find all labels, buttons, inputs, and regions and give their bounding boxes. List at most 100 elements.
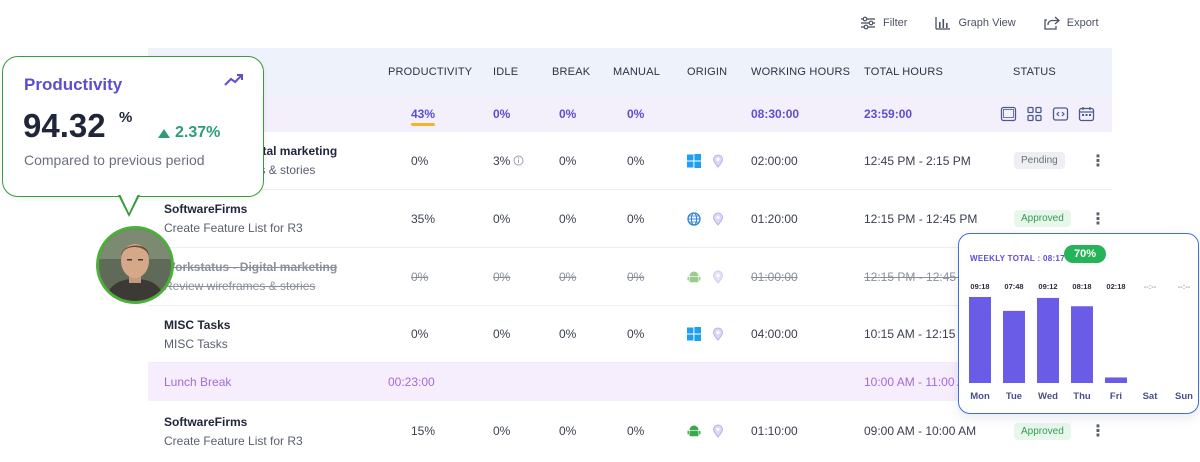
bar-value-label: 02:18 [1106,282,1125,291]
status-badge: Approved [1014,422,1071,440]
bar-fri [1105,377,1127,383]
location-pin-icon[interactable] [712,212,724,226]
productivity-value: 0% [411,153,429,168]
productivity-value: 15% [411,424,436,438]
info-icon[interactable] [513,155,524,166]
weekly-total-card: WEEKLY TOTAL : 08:17 70% 09:18 Mon 07:48 Tu… [958,233,1199,414]
col-productivity[interactable]: PRODUCTIVITY [388,66,473,78]
working-hours-value: 02:00:00 [751,153,798,168]
graph-view-label: Graph View [958,17,1016,29]
total-hours-value: 12:15 PM - 12:45 PM [864,269,978,284]
filter-label: Filter [883,17,908,29]
break-value: 0% [559,424,577,438]
avatar[interactable] [96,226,174,304]
col-break[interactable]: BREAK [552,66,591,78]
productivity-subtitle: Compared to previous period [24,152,205,168]
table-row[interactable]: Workstatus - Digital marketing Review wi… [148,132,1112,190]
productivity-change-value: 2.37% [175,124,221,141]
location-pin-icon[interactable] [712,270,724,284]
summary-idle: 0% [493,107,511,121]
project-name: SoftwareFirms [164,202,248,216]
more-options-icon[interactable]: ⋮ [1090,152,1106,170]
graph-view-button[interactable]: Graph View [935,16,1016,30]
manual-value: 0% [627,269,645,284]
globe-icon [687,211,701,226]
bar-value-label: --:-- [1178,282,1191,291]
bar-value-label: --:-- [1144,282,1157,291]
more-options-icon[interactable]: ⋮ [1090,423,1106,440]
idle-value: 3% [493,153,511,168]
weekly-bar-chart: 09:18 Mon 07:48 Tue 09:12 Wed 08:18 Thu 02:18 Fri… [969,282,1193,402]
summary-working-hours: 08:30:00 [751,107,800,121]
bar-chart-icon [935,17,951,30]
productivity-value: 94.32 [23,107,106,144]
day-label: Thu [1073,391,1091,402]
productivity-change: 2.37% [158,124,220,142]
arrow-up-icon [158,128,170,138]
table-row[interactable]: SoftwareFirms Create Feature List for R3… [148,190,1112,248]
productivity-title: Productivity [24,75,123,94]
idle-value: 0% [493,269,511,284]
col-manual[interactable]: MANUAL [613,66,661,78]
productivity-unit: % [119,109,133,126]
col-origin[interactable]: ORIGIN [687,66,728,78]
lunch-time: 10:00 AM - 11:00 AM [864,375,976,389]
task-name: MISC Tasks [164,336,228,351]
lunch-break-row: Lunch Break 00:23:00 10:00 AM - 11:00 AM [148,363,1112,401]
location-pin-icon[interactable] [712,154,724,168]
trend-up-icon [224,74,243,86]
col-status[interactable]: STATUS [1013,66,1056,78]
idle-value: 0% [493,424,511,438]
more-options-icon[interactable]: ⋮ [1090,210,1106,228]
windows-icon [687,153,701,168]
tablet-icon[interactable] [1000,106,1017,122]
bar-value-label: 09:18 [970,282,989,291]
windows-icon [687,327,701,341]
productivity-card: Productivity 94.32 % 2.37% Compared to p… [2,56,264,197]
summary-total-hours: 23:59:00 [864,107,913,121]
project-name: MISC Tasks [164,317,231,332]
working-hours-value: 01:00:00 [751,269,798,284]
day-label: Mon [970,391,990,402]
col-working-hours[interactable]: WORKING HOURS [751,66,851,78]
working-hours-value: 01:20:00 [751,211,798,226]
filter-button[interactable]: Filter [860,16,907,30]
export-icon [1044,16,1060,30]
lunch-duration: 00:23:00 [388,375,435,389]
total-hours-value: 10:15 AM - 12:15 PM [864,327,977,341]
col-idle[interactable]: IDLE [493,66,519,78]
grid-icon[interactable] [1026,106,1043,122]
table-row[interactable]: SoftwareFirms Create Feature List for R3… [148,401,1112,461]
location-pin-icon[interactable] [712,327,724,341]
day-label: Sat [1143,391,1159,402]
manual-value: 0% [627,424,645,438]
summary-productivity: 43% [411,107,436,126]
manual-value: 0% [627,327,645,341]
location-pin-icon[interactable] [712,424,724,438]
project-name: Workstatus - Digital marketing [164,260,338,274]
table-row[interactable]: Workstatus - Digital marketing Review wi… [148,248,1112,306]
productivity-value: 0% [411,327,429,341]
task-name: Review wireframes & stories [164,279,316,293]
col-total-hours[interactable]: TOTAL HOURS [864,66,944,78]
weekly-total-label: WEEKLY TOTAL : [970,254,1041,263]
idle-value: 0% [493,327,511,341]
break-value: 0% [559,211,577,226]
table-row[interactable]: MISC Tasks MISC Tasks 0% 0% 0% 0% 04:00:… [148,306,1112,363]
table-header: PRODUCTIVITY IDLE BREAK MANUAL ORIGIN WO… [148,48,1112,96]
export-label: Export [1066,17,1099,29]
working-hours-value: 04:00:00 [751,327,798,341]
bar-thu [1071,306,1093,383]
manual-value: 0% [627,153,645,168]
bar-mon [969,297,991,383]
bar-value-label: 09:12 [1038,282,1057,291]
bar-wed [1037,297,1059,383]
working-hours-value: 01:10:00 [751,424,798,438]
export-button[interactable]: Export [1044,16,1099,30]
lunch-label: Lunch Break [164,375,232,389]
calendar-icon[interactable] [1078,106,1095,122]
code-icon[interactable] [1052,106,1069,122]
day-label: Sun [1175,391,1193,402]
productivity-value: 0% [411,269,429,284]
total-hours-value: 12:45 PM - 2:15 PM [864,153,971,168]
